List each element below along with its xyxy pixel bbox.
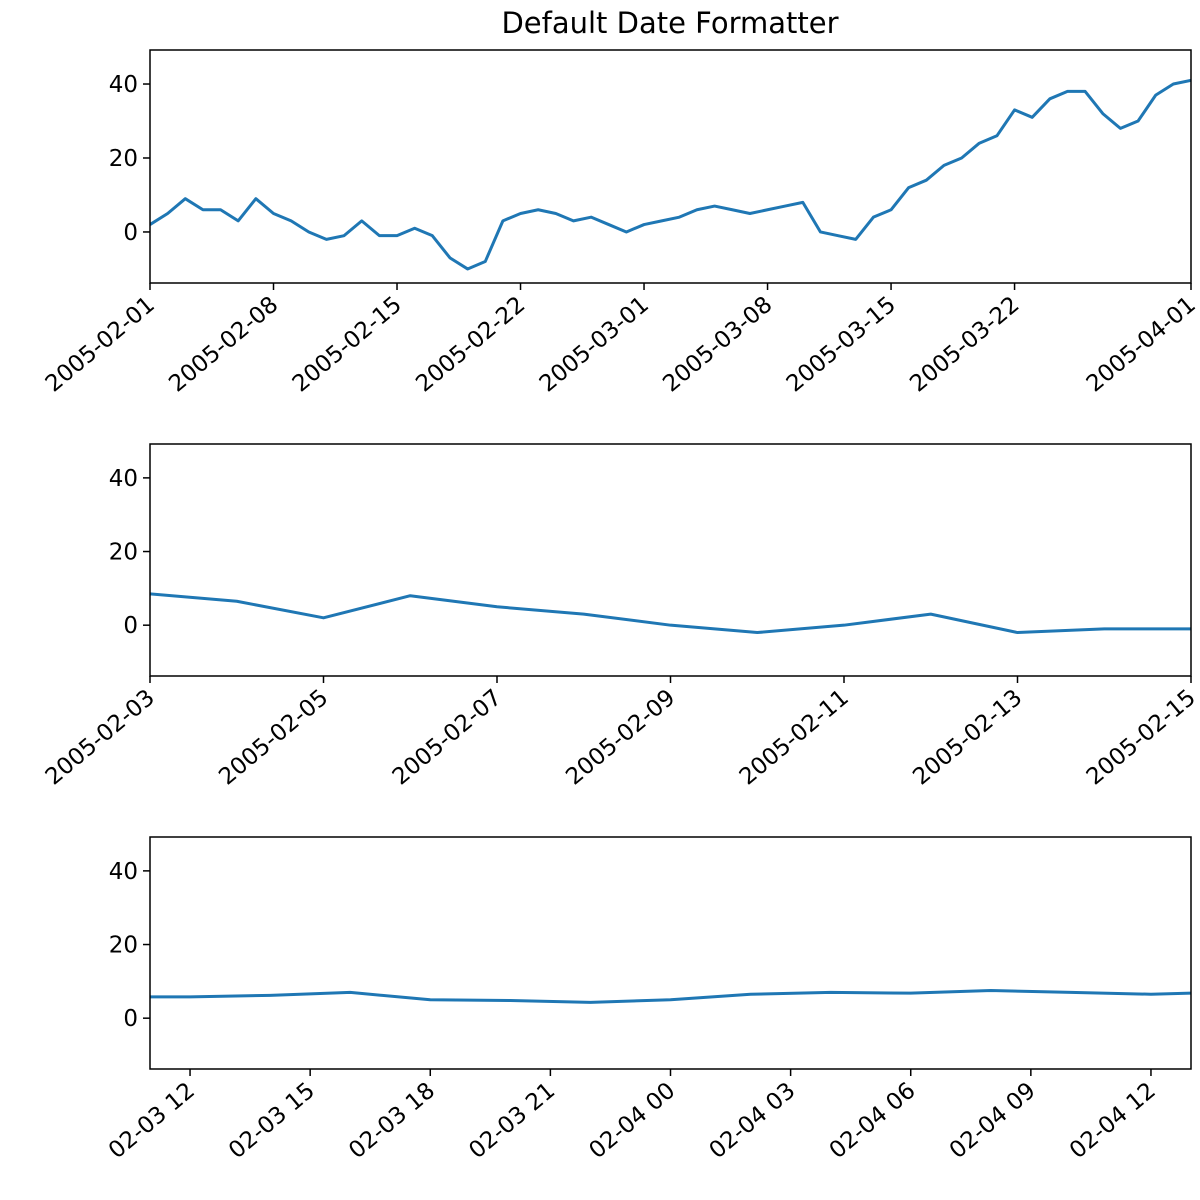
axes-frame — [149, 443, 1192, 677]
y-tick-label: 40 — [109, 466, 138, 492]
y-tick-label: 0 — [123, 613, 138, 639]
y-tick-label: 0 — [123, 1006, 138, 1032]
axes-frame — [149, 49, 1192, 284]
y-tick-label: 40 — [109, 859, 138, 885]
y-tick-label: 0 — [123, 220, 138, 246]
data-line — [150, 78, 1191, 271]
data-line — [150, 592, 1191, 635]
y-tick-label: 20 — [109, 933, 138, 959]
y-tick-label: 40 — [109, 72, 138, 98]
plot-area — [150, 78, 1191, 271]
chart-title: Default Date Formatter — [501, 6, 838, 40]
data-line — [150, 989, 1191, 1004]
y-tick-label: 20 — [109, 146, 138, 172]
axes-frame — [149, 836, 1192, 1070]
y-tick-label: 20 — [109, 540, 138, 566]
plot-area — [150, 592, 1191, 635]
plot-area — [150, 989, 1191, 1004]
